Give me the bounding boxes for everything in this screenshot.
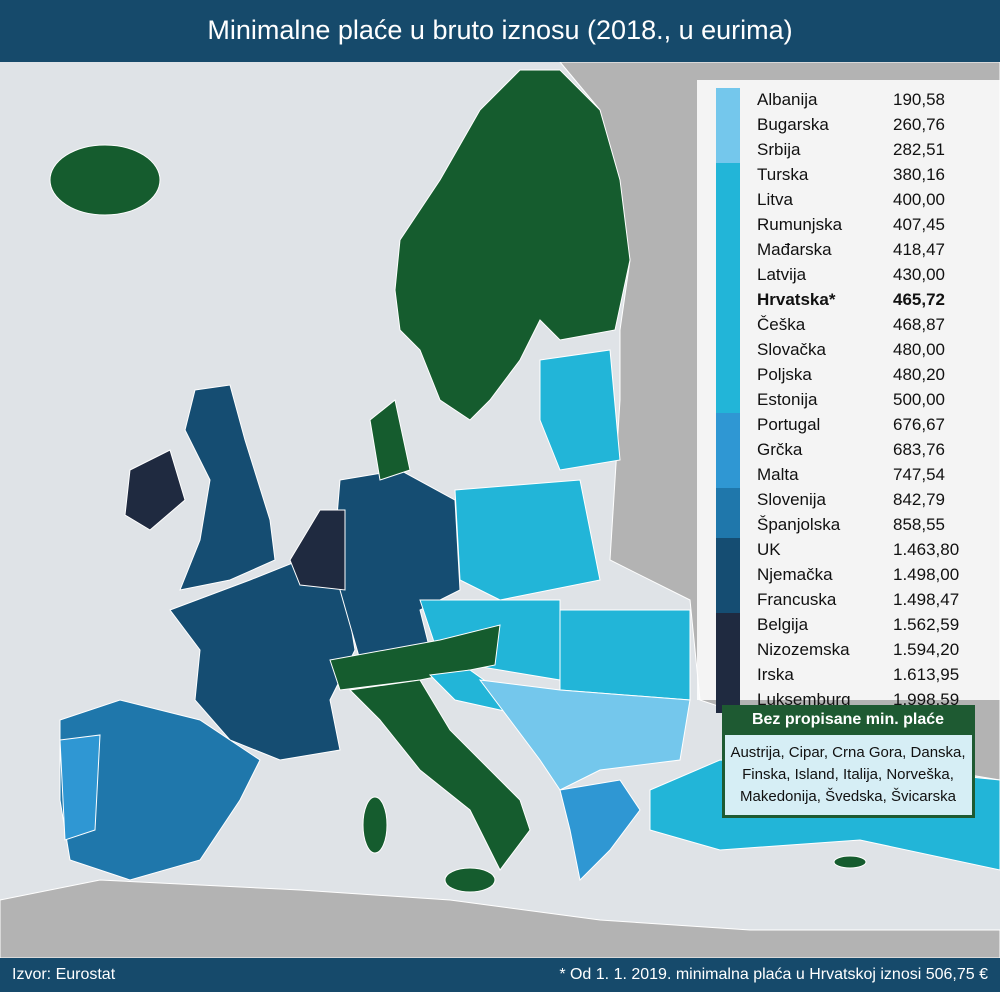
legend-value: 1.498,00 [893,565,959,584]
legend-country: Srbija [757,140,801,159]
legend-country: Irska [757,665,794,684]
legend-value: 282,51 [893,140,945,159]
poland [454,479,601,601]
legend-country: Mađarska [757,240,832,259]
no-min-list: Austrija, Cipar, Crna Gora, Danska, Finsk… [730,744,965,805]
sicily [444,867,496,893]
legend-country: Španjolska [757,515,841,534]
greece [559,779,641,882]
legend-country: Češka [757,315,806,334]
legend-value: 747,54 [893,465,945,484]
legend-value: 683,76 [893,440,945,459]
cyprus [833,855,867,869]
alps [329,624,501,691]
legend-value: 676,67 [893,415,945,434]
legend-value: 418,47 [893,240,945,259]
denmark [369,399,411,481]
legend-value: 465,72 [893,290,945,309]
legend-country: Latvija [757,265,807,284]
legend-value: 480,00 [893,340,945,359]
scandinavia [394,69,631,421]
legend-value: 1.998,59 [893,690,959,709]
source: Izvor: Eurostat [12,966,116,983]
title: Minimalne plaće u bruto iznosu (2018., u… [207,15,792,45]
legend-country: Slovačka [757,340,827,359]
legend-value: 190,58 [893,90,945,109]
no-min-body [725,735,972,815]
no-min-line: Finska, Island, Italija, Norveška, [742,766,954,783]
legend-country: Bugarska [757,115,829,134]
legend-country: Luksemburg [757,690,851,709]
legend-value: 430,00 [893,265,945,284]
legend-value: 1.613,95 [893,665,959,684]
baltics [539,349,621,471]
legend-country: Albanija [757,90,818,109]
legend-value: 500,00 [893,390,945,409]
legend-country: Poljska [757,365,812,384]
legend-country: Slovenija [757,490,827,509]
legend-value: 260,76 [893,115,945,134]
legend-swatch [716,163,740,413]
legend-country: Turska [757,165,809,184]
legend-country: Nizozemska [757,640,850,659]
legend-country: Litva [757,190,793,209]
legend-swatch [716,413,740,488]
legend-value: 1.562,59 [893,615,959,634]
legend-country: Grčka [757,440,803,459]
no-min-line: Austrija, Cipar, Crna Gora, Danska, [730,744,965,761]
legend-value: 1.498,47 [893,590,959,609]
legend-panel [697,80,1000,700]
legend-value: 380,16 [893,165,945,184]
legend-value: 1.463,80 [893,540,959,559]
header-bar [0,0,1000,62]
footnote: * Od 1. 1. 2019. minimalna plaća u Hrvat… [559,966,988,983]
ireland [124,449,186,531]
legend-value: 407,45 [893,215,945,234]
legend-country: Njemačka [757,565,833,584]
italy [348,679,531,871]
legend-value: 1.594,20 [893,640,959,659]
legend-value: 480,20 [893,365,945,384]
legend-country: Rumunjska [757,215,843,234]
uk [179,384,276,591]
legend: Albanija 190,58 Bugarska 260,76 Srbija 282,51… [716,88,959,713]
legend-country: Malta [757,465,799,484]
legend-swatch [716,488,740,538]
legend-country: Belgija [757,615,809,634]
legend-country: Hrvatska* [757,290,836,309]
legend-country: Francuska [757,590,837,609]
legend-country: UK [757,540,781,559]
legend-value: 858,55 [893,515,945,534]
legend-value: 400,00 [893,190,945,209]
legend-swatch [716,88,740,163]
no-min-title: Bez propisane min. plaće [752,711,944,728]
legend-country: Estonija [757,390,818,409]
legend-swatch [716,538,740,613]
footer-bar [0,958,1000,992]
romania [559,609,691,701]
iceland [49,144,161,216]
legend-value: 842,79 [893,490,945,509]
balkans [478,679,691,791]
legend-country: Portugal [757,415,820,434]
legend-value: 468,87 [893,315,945,334]
legend-swatch [716,613,740,713]
no-min-line: Makedonija, Švedska, Švicarska [740,788,957,805]
sardinia [362,796,388,854]
benelux [289,509,346,591]
portugal [59,734,101,841]
